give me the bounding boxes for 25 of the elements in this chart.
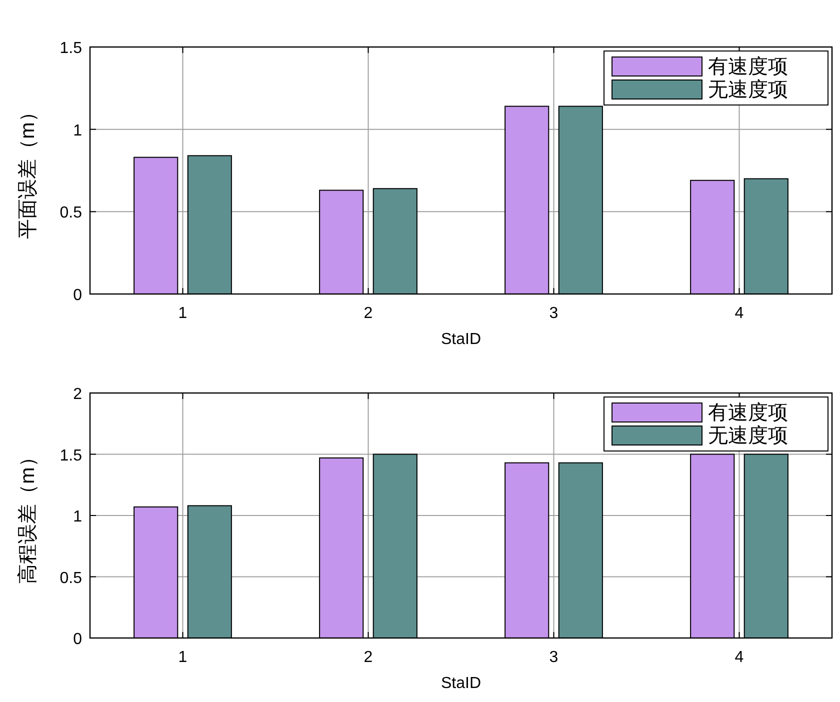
y-tick-label: 2 [73,386,82,403]
y-tick-label: 1.5 [60,40,82,57]
x-tick-label: 2 [364,305,373,322]
y-tick-label: 1 [73,122,82,140]
legend-label: 有速度项 [708,402,788,424]
x-tick-label: 2 [364,649,373,666]
y-axis-title: 高程误差（m） [16,447,39,584]
y-tick-label: 1 [73,508,82,526]
y-tick-label: 0.5 [60,570,82,587]
x-tick-label: 4 [734,305,744,322]
x-tick-label: 1 [178,305,188,322]
y-tick-label: 1.5 [60,447,82,464]
legend-label: 无速度项 [708,425,788,447]
x-tick-label: 3 [549,305,558,322]
x-tick-label: 1 [178,649,188,666]
y-tick-label: 0 [73,287,82,304]
legend-label: 无速度项 [708,79,788,101]
x-axis-title: StaID [440,675,482,692]
y-axis-title: 平面误差（m） [17,102,39,239]
legend-label: 有速度项 [708,56,788,78]
y-tick-label: 0 [73,631,82,648]
x-tick-label: 3 [549,649,558,666]
y-tick-label: 0.5 [60,204,82,222]
x-tick-label: 4 [734,649,744,666]
x-axis-title: StaID [440,331,482,348]
